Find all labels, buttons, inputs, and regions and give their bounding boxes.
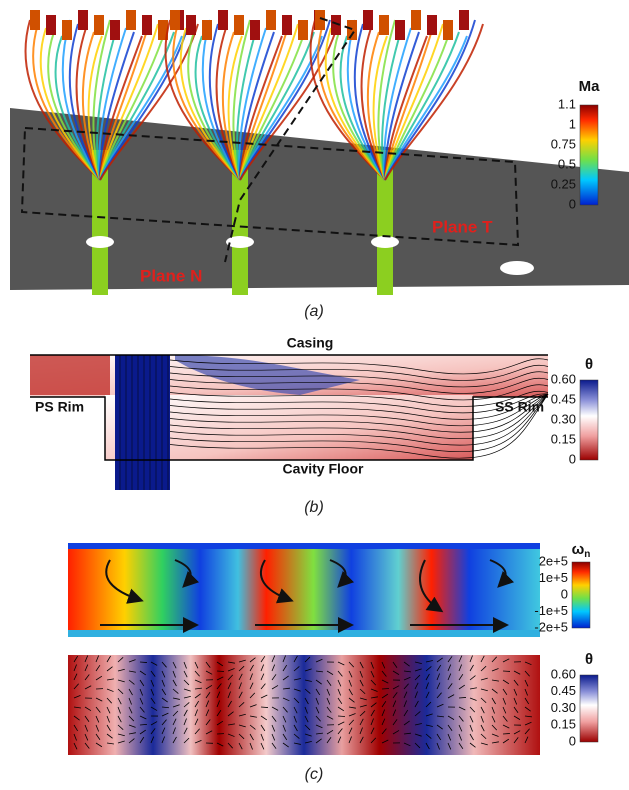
colorbar-tick-label: 0.25 — [551, 176, 576, 191]
colorbar-title: θ — [585, 356, 593, 373]
tip — [298, 20, 308, 40]
vector — [459, 697, 466, 698]
vorticity-field — [68, 543, 540, 637]
colorbar-title: θ — [585, 651, 593, 668]
hole — [226, 236, 254, 248]
inflow — [30, 355, 110, 395]
tip — [234, 15, 244, 35]
subscript: n — [584, 549, 590, 560]
label-ps-rim: PS Rim — [35, 399, 84, 415]
hole — [500, 261, 534, 275]
colorbar — [580, 675, 598, 742]
edge — [68, 543, 540, 549]
caption: (c) — [305, 766, 324, 783]
tip — [30, 10, 40, 30]
colorbar-tick-label: 1.1 — [558, 96, 576, 111]
caption: (b) — [304, 499, 324, 516]
tip — [427, 15, 437, 35]
colorbar-tick-label: 0.15 — [551, 717, 576, 732]
tip — [411, 10, 421, 30]
colorbar-tick-label: 1 — [569, 116, 576, 131]
tip — [142, 15, 152, 35]
tip — [379, 15, 389, 35]
colorbar-tick-label: 0 — [569, 451, 576, 466]
panel-c: (c) — [68, 543, 540, 783]
tip — [250, 20, 260, 40]
temperature-field — [68, 655, 540, 755]
panel-b: Casing PS Rim SS Rim Cavity Floor (b) — [30, 335, 548, 517]
tip — [186, 15, 196, 35]
colorbar-tick-label: -2e+5 — [534, 619, 568, 634]
vector — [140, 662, 147, 663]
colorbar-tick-label: -1e+5 — [534, 603, 568, 618]
colorbar-tick-label: 0.15 — [551, 431, 576, 446]
colorbar-tick-label: 1e+5 — [539, 570, 568, 585]
hole — [86, 236, 114, 248]
panel-a: Plane N Plane T (a) — [10, 10, 629, 320]
colorbar — [580, 380, 598, 460]
colorbar-tick-label: 0.45 — [551, 391, 576, 406]
plane-n-label: Plane N — [140, 266, 202, 285]
colorbar — [580, 105, 598, 205]
tip — [347, 20, 357, 40]
tip — [282, 15, 292, 35]
tip — [459, 10, 469, 30]
tip — [202, 20, 212, 40]
tip — [126, 10, 136, 30]
colorbar-tick-label: 0.60 — [551, 371, 576, 386]
plane-t-label: Plane T — [432, 217, 493, 236]
colorbar-title: Ma — [579, 78, 600, 95]
label-casing: Casing — [287, 335, 334, 351]
tip — [170, 10, 180, 30]
colorbar-tick-label: 0 — [561, 586, 568, 601]
tip — [46, 15, 56, 35]
colorbar-tick-label: 0.5 — [558, 156, 576, 171]
colorbar-tick-label: 2e+5 — [539, 553, 568, 568]
tip — [266, 10, 276, 30]
colorbar-tick-label: 0.75 — [551, 136, 576, 151]
label-cavity-floor: Cavity Floor — [283, 461, 364, 477]
colorbar-tick-label: 0 — [569, 196, 576, 211]
tip — [94, 15, 104, 35]
colorbar-tick-label: 0 — [569, 733, 576, 748]
colorbar-tick-label: 0.60 — [551, 666, 576, 681]
tip — [363, 10, 373, 30]
colorbar-tick-label: 0.30 — [551, 700, 576, 715]
vector — [261, 707, 268, 708]
tip — [218, 10, 228, 30]
tip — [62, 20, 72, 40]
caption: (a) — [304, 303, 324, 320]
label-ss-rim: SS Rim — [495, 399, 544, 415]
edge — [68, 630, 540, 637]
figure: Plane N Plane T (a) Casing PS Rim SS Rim… — [0, 0, 629, 785]
hole — [371, 236, 399, 248]
colorbar-tick-label: 0.30 — [551, 411, 576, 426]
tip — [443, 20, 453, 40]
colorbar-tick-label: 0.45 — [551, 683, 576, 698]
tip — [395, 20, 405, 40]
tip — [78, 10, 88, 30]
tip — [110, 20, 120, 40]
colorbar-title: ωn — [572, 541, 591, 560]
colorbar — [572, 562, 590, 628]
